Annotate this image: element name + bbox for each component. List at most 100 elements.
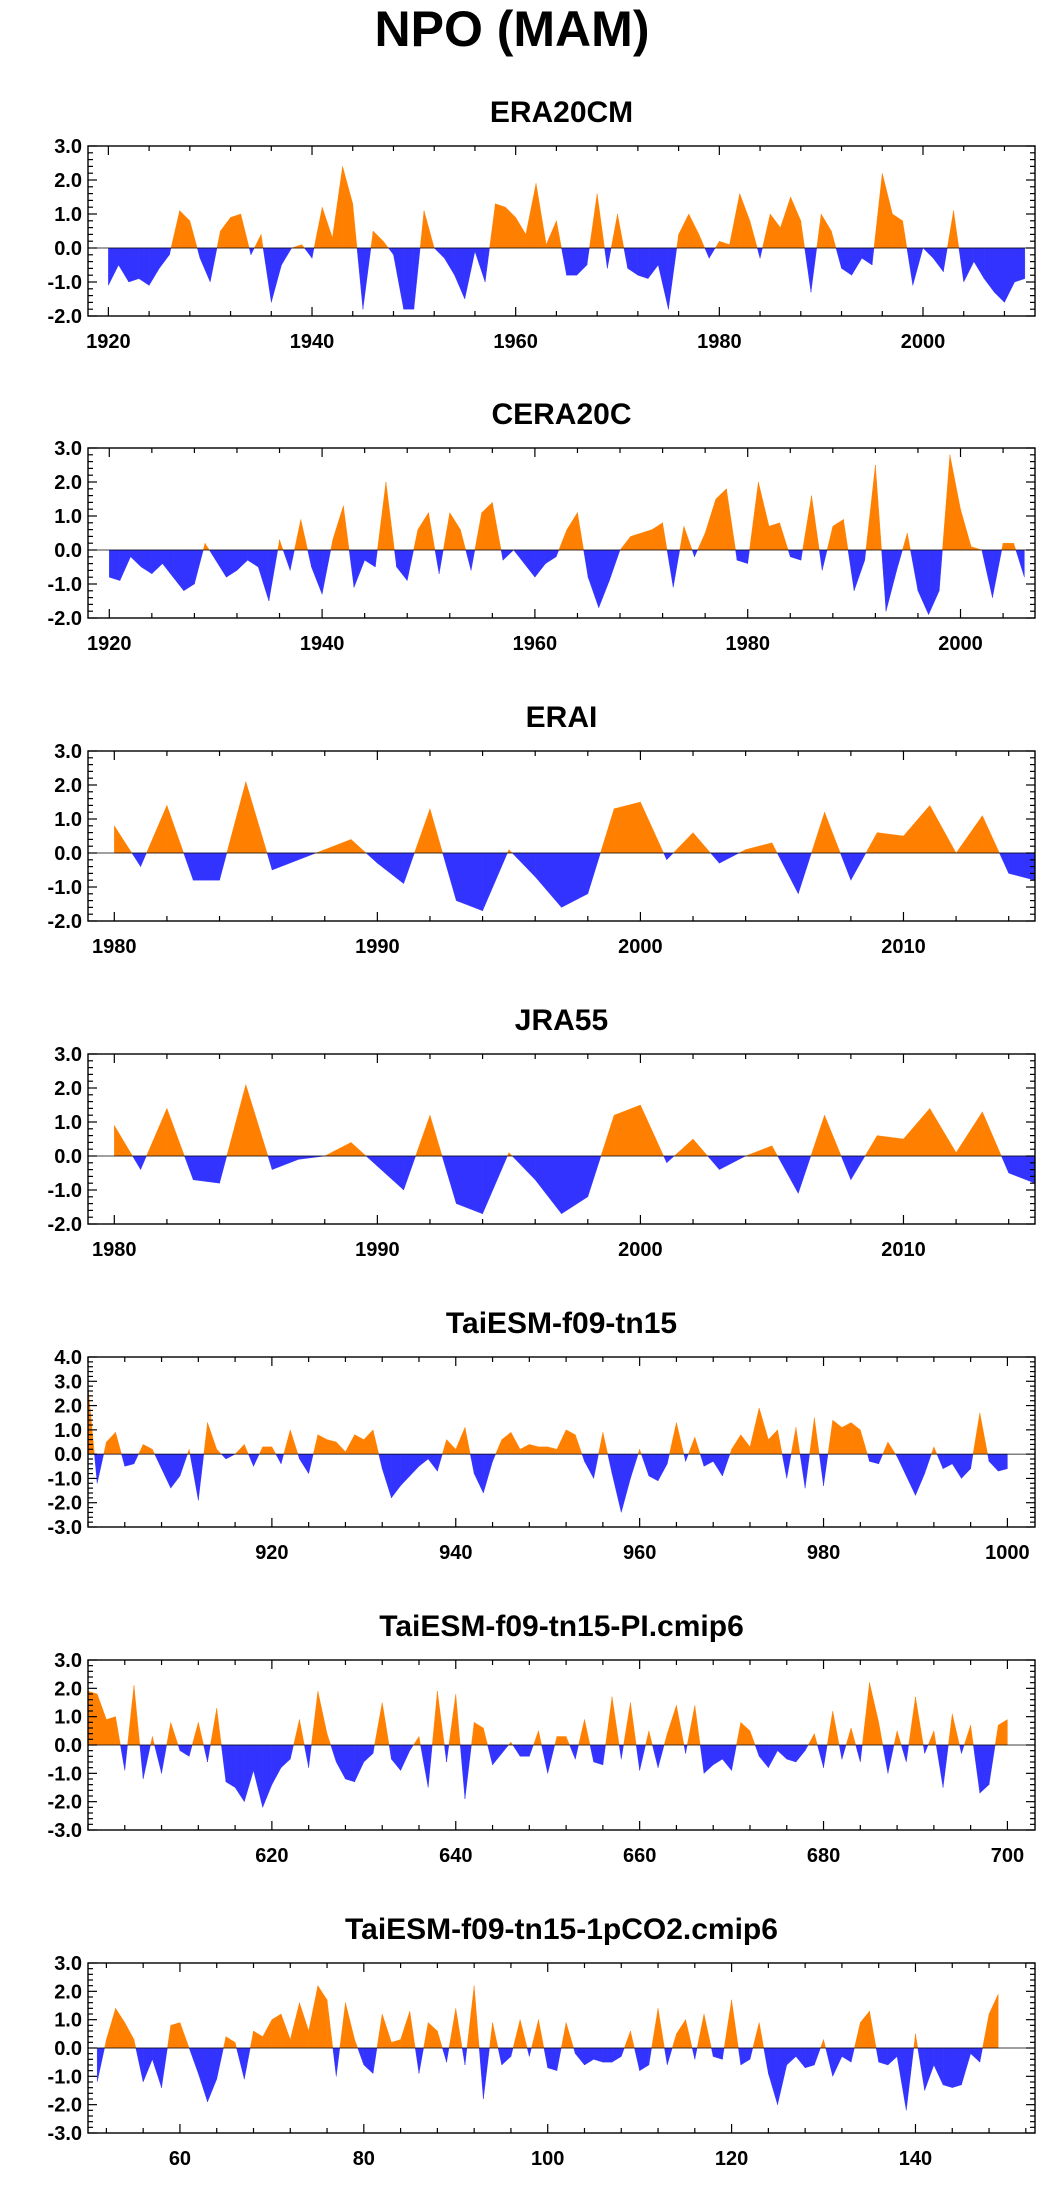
negative-anomaly-segment	[161, 2047, 168, 2088]
positive-anomaly-segment	[489, 2022, 493, 2049]
positive-anomaly-segment	[770, 213, 781, 249]
x-tick-label: 620	[255, 1845, 288, 1867]
positive-anomaly-segment	[641, 529, 653, 551]
negative-anomaly-segment	[910, 549, 919, 591]
positive-anomaly-segment	[455, 1427, 466, 1455]
negative-anomaly-segment	[840, 852, 852, 881]
positive-anomaly-segment	[714, 240, 720, 249]
negative-anomaly-segment	[763, 2047, 769, 2074]
negative-anomaly-segment	[253, 1744, 263, 1808]
positive-anomaly-segment	[330, 539, 333, 551]
negative-anomaly-segment	[473, 1453, 484, 1494]
negative-anomaly-segment	[593, 1744, 604, 1766]
positive-anomaly-segment	[317, 1691, 328, 1746]
negative-anomaly-segment	[226, 549, 238, 578]
negative-anomaly-segment	[795, 2047, 806, 2069]
negative-anomaly-segment	[427, 1453, 438, 1472]
plot-frame	[87, 447, 1036, 619]
positive-anomaly-segment	[142, 1444, 153, 1455]
negative-anomaly-segment	[735, 549, 738, 561]
positive-anomaly-segment	[678, 213, 689, 249]
positive-anomaly-segment	[234, 2042, 237, 2049]
negative-anomaly-segment	[128, 247, 140, 283]
positive-anomaly-segment	[739, 193, 751, 249]
positive-anomaly-segment	[322, 207, 333, 249]
negative-anomaly-segment	[587, 852, 601, 894]
negative-anomaly-segment	[841, 247, 852, 276]
negative-anomaly-segment	[215, 549, 227, 578]
negative-anomaly-segment	[356, 247, 364, 310]
negative-anomaly-segment	[658, 247, 669, 310]
positive-anomaly-segment	[873, 173, 883, 249]
negative-anomaly-segment	[924, 1744, 929, 1754]
negative-anomaly-segment	[804, 1453, 810, 1489]
negative-anomaly-segment	[569, 1744, 576, 1760]
positive-anomaly-segment	[630, 2030, 635, 2049]
positive-anomaly-segment	[745, 842, 773, 854]
negative-anomaly-segment	[915, 1453, 925, 1496]
negative-anomaly-segment	[924, 2047, 935, 2091]
positive-anomaly-segment	[336, 1441, 346, 1455]
positive-anomaly-segment	[449, 511, 461, 551]
negative-anomaly-segment	[348, 549, 355, 588]
negative-anomaly-segment	[777, 1744, 787, 1760]
axis-ticks	[88, 1962, 1035, 2134]
negative-anomaly-segment	[225, 1744, 236, 1788]
positive-anomaly-segment	[507, 849, 510, 854]
positive-anomaly-segment	[729, 193, 740, 249]
negative-anomaly-segment	[372, 1744, 375, 1754]
negative-anomaly-segment	[861, 247, 873, 266]
positive-anomaly-segment	[902, 220, 908, 249]
negative-anomaly-segment	[611, 1453, 622, 1513]
negative-anomaly-segment	[510, 2047, 514, 2057]
negative-anomaly-segment	[786, 1453, 792, 1479]
positive-anomaly-segment	[887, 1441, 896, 1455]
negative-anomaly-segment	[786, 2047, 797, 2066]
x-tick-label: 2000	[618, 1239, 663, 1261]
negative-anomaly-segment	[618, 1744, 622, 1760]
negative-anomaly-segment	[441, 1155, 457, 1204]
positive-anomaly-segment	[170, 210, 180, 249]
positive-anomaly-segment	[262, 2019, 273, 2049]
negative-anomaly-segment	[183, 852, 194, 881]
positive-anomaly-segment	[970, 546, 982, 551]
negative-anomaly-segment	[851, 247, 863, 276]
y-tick-label: 2.0	[54, 1678, 82, 1700]
positive-anomaly-segment	[106, 2008, 116, 2049]
positive-anomaly-segment	[326, 1439, 337, 1455]
y-tick-label: 0.0	[54, 238, 82, 260]
y-tick-label: -3.0	[48, 2123, 82, 2145]
positive-anomaly-segment	[824, 1115, 842, 1157]
negative-anomaly-segment	[221, 1744, 227, 1782]
x-tick-label: 700	[991, 1845, 1024, 1867]
negative-anomaly-segment	[819, 1453, 824, 1486]
negative-anomaly-segment	[133, 1453, 139, 1464]
negative-anomaly-segment	[776, 852, 799, 894]
positive-anomaly-segment	[372, 230, 384, 249]
negative-anomaly-segment	[456, 1155, 483, 1215]
positive-anomaly-segment	[203, 1422, 208, 1455]
negative-anomaly-segment	[336, 1744, 346, 1780]
positive-anomaly-segment	[114, 1124, 133, 1157]
positive-anomaly-segment	[226, 781, 247, 854]
negative-anomaly-segment	[529, 2047, 532, 2057]
positive-anomaly-segment	[758, 1407, 769, 1455]
negative-anomaly-segment	[403, 852, 415, 884]
positive-anomaly-segment	[864, 1134, 878, 1157]
positive-anomaly-segment	[869, 2011, 877, 2049]
negative-anomaly-segment	[621, 1453, 631, 1513]
positive-anomaly-segment	[354, 2039, 358, 2049]
y-tick-label: -2.0	[48, 1792, 82, 1814]
negative-anomaly-segment	[271, 1744, 282, 1785]
positive-anomaly-segment	[489, 203, 496, 249]
negative-anomaly-segment	[860, 1744, 863, 1763]
negative-anomaly-segment	[583, 549, 589, 578]
negative-anomaly-segment	[694, 2047, 698, 2060]
negative-anomaly-segment	[357, 2047, 365, 2066]
positive-anomaly-segment	[598, 1432, 604, 1455]
panel-7: TaiESM-f09-tn15-1pCO2.cmip6 3.0 2.0 1.0 0.0 -…	[48, 1913, 1036, 2170]
positive-anomaly-segment	[645, 1730, 650, 1746]
negative-anomaly-segment	[199, 247, 211, 283]
positive-anomaly-segment	[602, 1432, 608, 1455]
